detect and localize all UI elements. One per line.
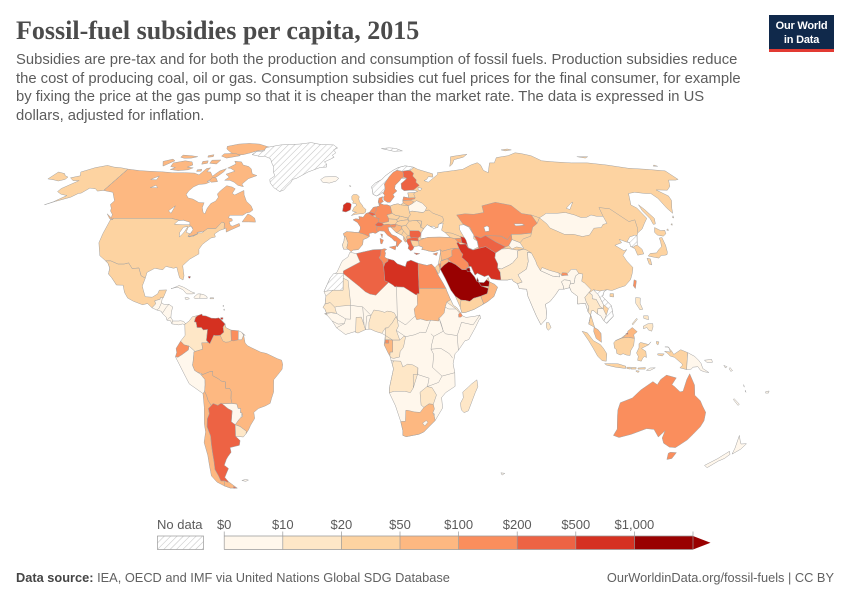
svg-text:$200: $200 bbox=[503, 517, 532, 532]
svg-text:$100: $100 bbox=[444, 517, 473, 532]
svg-text:$10: $10 bbox=[272, 517, 294, 532]
svg-text:$50: $50 bbox=[389, 517, 411, 532]
svg-text:$20: $20 bbox=[331, 517, 353, 532]
svg-text:$1,000: $1,000 bbox=[615, 517, 655, 532]
svg-text:No data: No data bbox=[157, 517, 203, 532]
svg-text:$500: $500 bbox=[561, 517, 590, 532]
svg-text:$0: $0 bbox=[217, 517, 231, 532]
